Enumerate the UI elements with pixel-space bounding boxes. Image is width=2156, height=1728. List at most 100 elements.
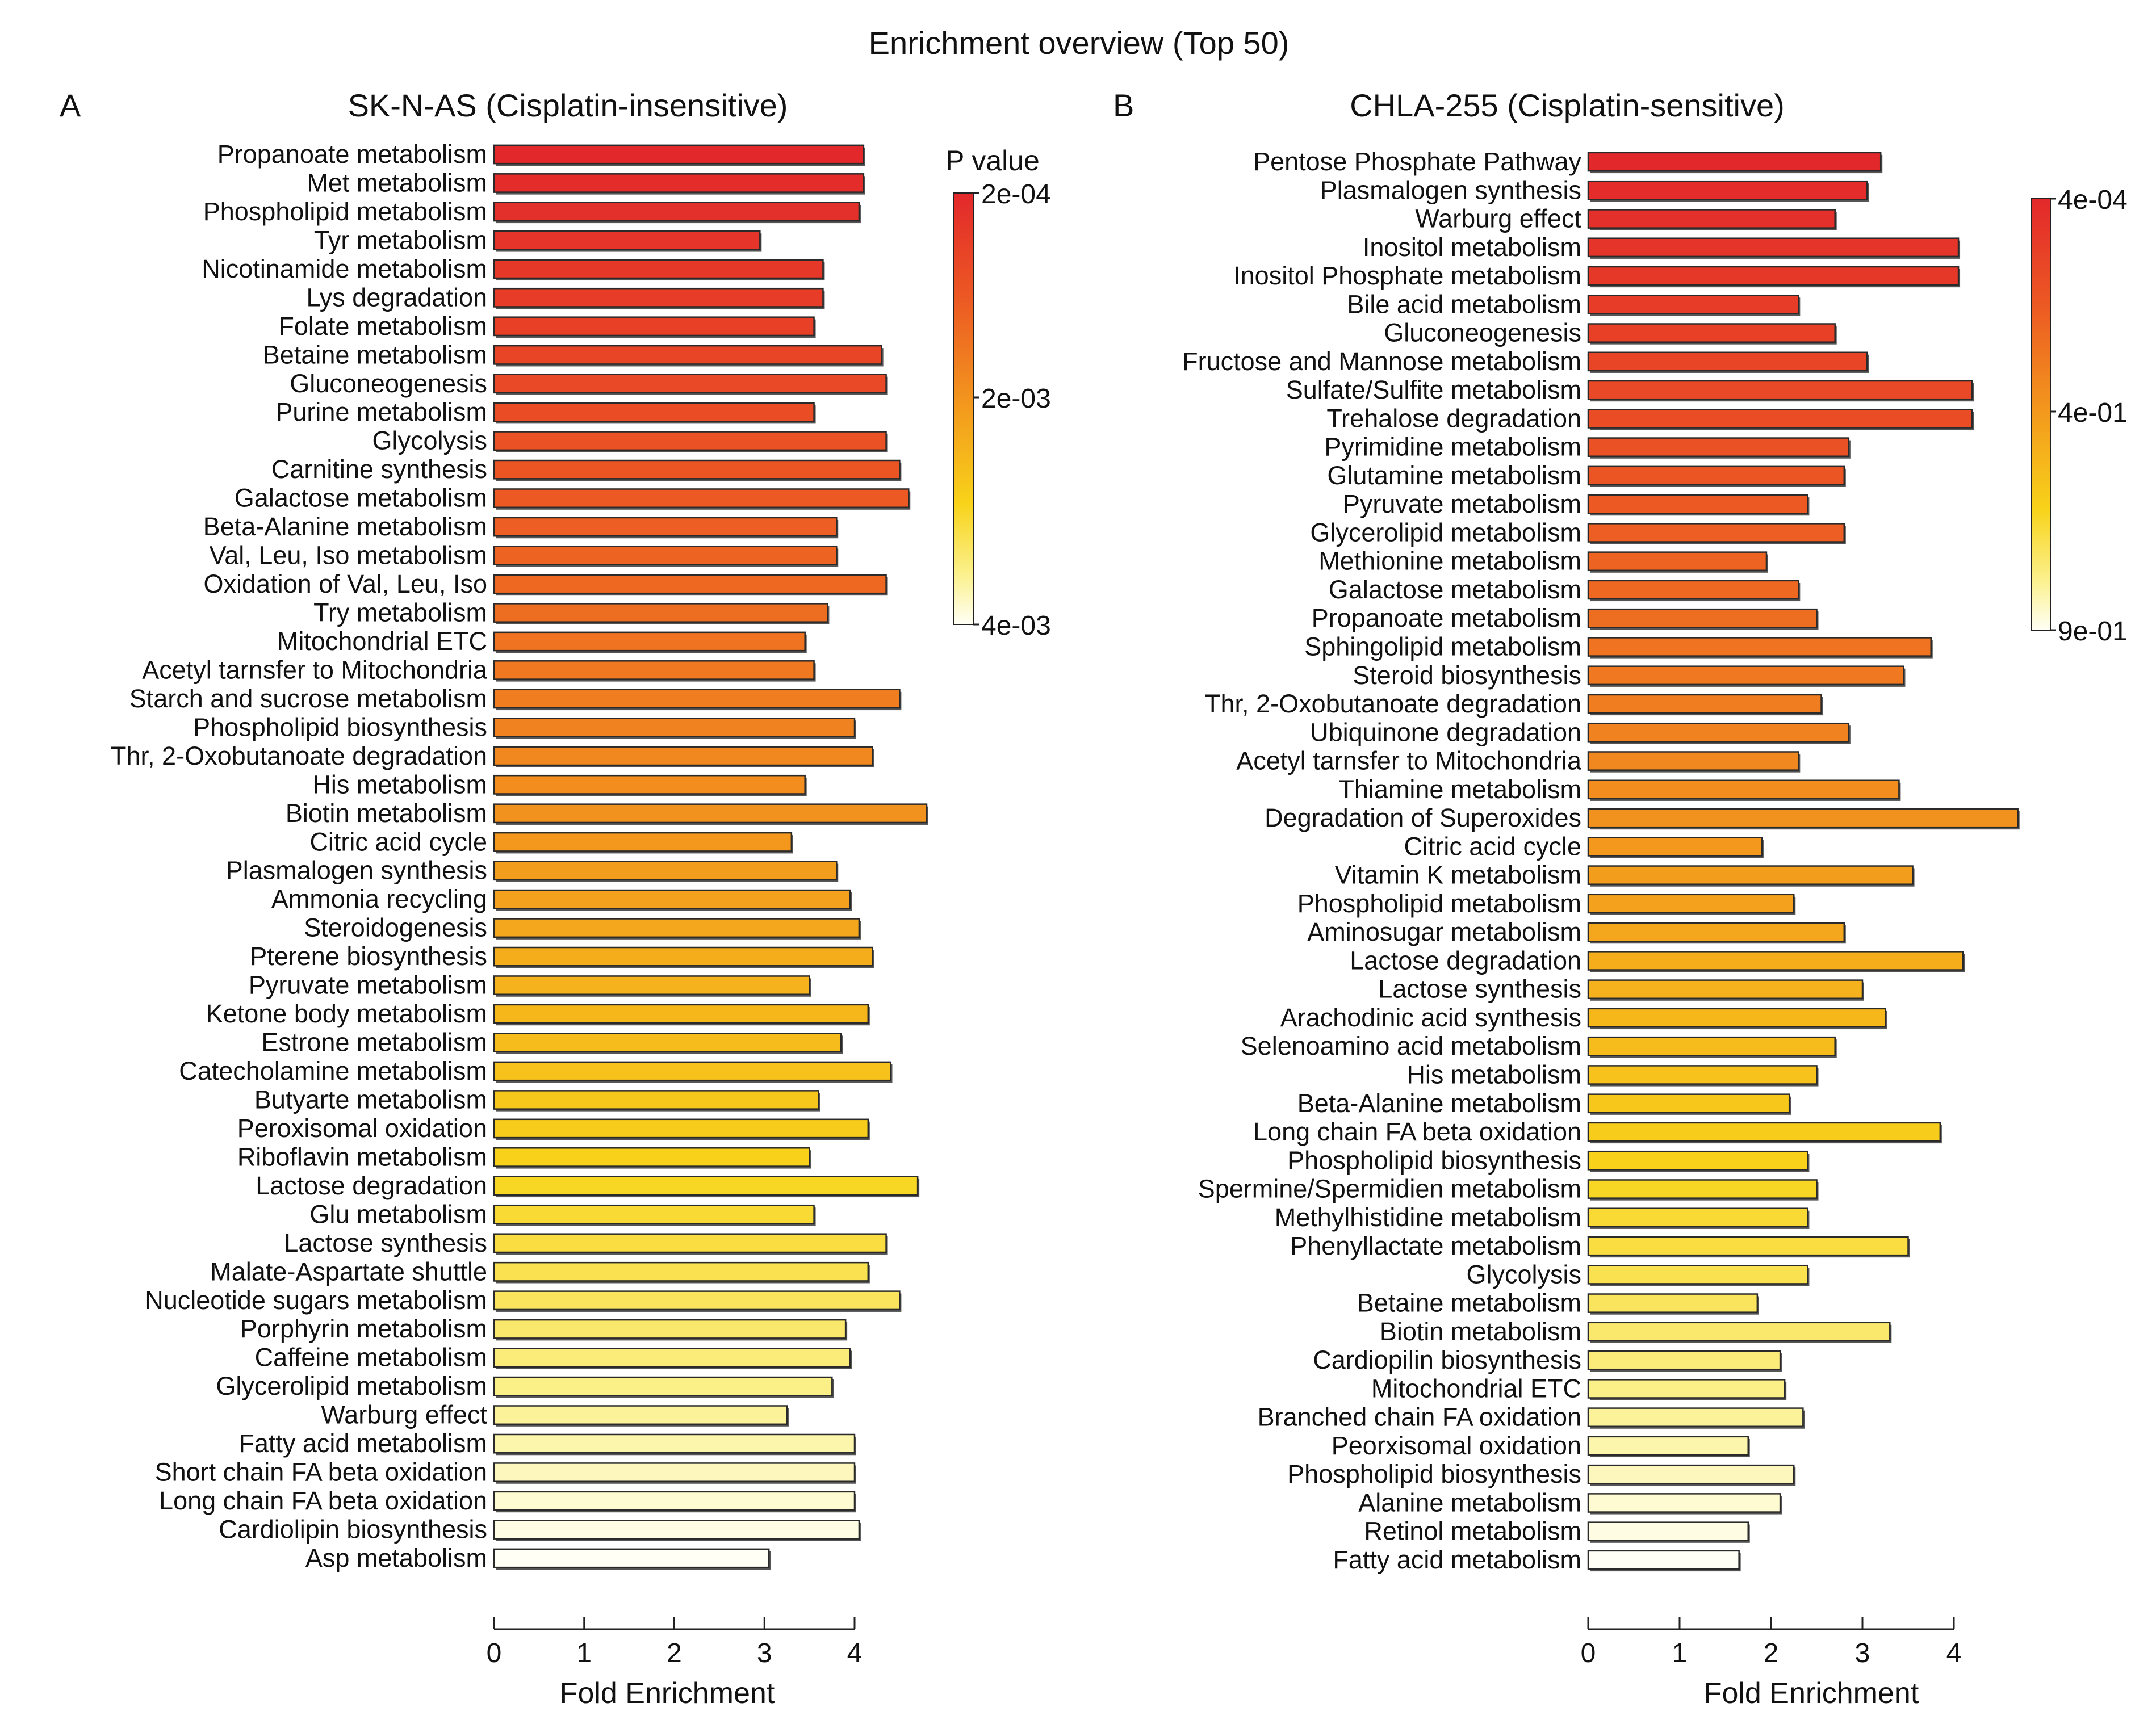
panel-b-letter: B <box>1113 87 1134 123</box>
bar <box>493 1147 810 1167</box>
category-label: Porphyrin metabolism <box>240 1314 487 1343</box>
bar <box>493 202 860 222</box>
bar <box>1587 266 1960 286</box>
category-label: Alanine metabolism <box>1358 1488 1581 1517</box>
category-label: Citric acid cycle <box>309 827 487 856</box>
bar <box>493 144 865 165</box>
category-label: Lactose synthesis <box>284 1228 487 1257</box>
panel-b-title: CHLA-255 (Cisplatin-sensitive) <box>1350 87 1785 123</box>
bar <box>1587 1350 1781 1370</box>
category-label: Inositol Phosphate metabolism <box>1233 261 1581 290</box>
x-tick-label: 3 <box>1855 1638 1870 1668</box>
bar <box>493 689 901 709</box>
bar <box>493 832 793 852</box>
panel-a-pvalue-legend: P value 2e-04 2e-03 4e-03 <box>945 145 1051 641</box>
category-label: Short chain FA beta oxidation <box>155 1458 487 1487</box>
category-label: Warburg effect <box>1415 204 1581 233</box>
category-label: Methylhistidine metabolism <box>1275 1203 1581 1232</box>
category-label: Phenyllactate metabolism <box>1290 1231 1581 1260</box>
bar <box>1587 665 1904 686</box>
bar <box>493 345 882 365</box>
bar <box>1587 894 1795 914</box>
category-label: Steroid biosynthesis <box>1353 661 1581 690</box>
bar <box>493 517 838 537</box>
category-label: Lys degradation <box>306 283 487 312</box>
bar <box>493 1548 770 1568</box>
bar <box>493 803 928 824</box>
category-label: Long chain FA beta oxidation <box>1253 1117 1581 1146</box>
category-label: Ketone body metabolism <box>206 999 487 1028</box>
bar <box>1587 1521 1749 1542</box>
bar <box>493 603 828 623</box>
bar <box>1587 523 1845 543</box>
panel-b-legend-tick-top: 4e-04 <box>2058 185 2128 215</box>
category-label: Tyr metabolism <box>314 225 487 254</box>
category-label: Carnitine synthesis <box>271 455 487 484</box>
category-label: Degradation of Superoxides <box>1265 803 1581 832</box>
x-tick-label: 2 <box>1764 1638 1779 1668</box>
bar <box>1587 465 1845 486</box>
bar <box>493 1433 856 1454</box>
x-tick-label: 1 <box>1672 1638 1688 1668</box>
bar <box>1587 865 1914 885</box>
bar <box>493 374 887 394</box>
bar <box>1587 837 1763 857</box>
category-label: Plasmalogen synthesis <box>226 856 487 885</box>
bar <box>493 774 806 795</box>
category-label: Aminosugar metabolism <box>1307 917 1581 946</box>
category-label: Riboflavin metabolism <box>237 1142 487 1171</box>
category-label: His metabolism <box>312 770 487 799</box>
category-label: Glycerolipid metabolism <box>216 1372 487 1400</box>
bar <box>493 1520 860 1540</box>
panel-b-legend-tick-mid: 4e-01 <box>2058 398 2128 428</box>
panel-a-legend-tick-bottom: 4e-03 <box>981 611 1051 641</box>
panel-b-pvalue-legend: 4e-04 4e-01 9e-01 <box>2031 185 2128 647</box>
category-label: Trehalose degradation <box>1326 404 1581 433</box>
category-label: Branched chain FA oxidation <box>1258 1403 1581 1432</box>
category-label: Caffeine metabolism <box>255 1343 487 1372</box>
panel-a-bars <box>493 144 928 1570</box>
category-label: Cardiolipin biosynthesis <box>219 1515 487 1544</box>
bar <box>1587 1265 1808 1285</box>
bar <box>493 946 873 967</box>
bar <box>1587 608 1818 628</box>
bar <box>493 1004 869 1024</box>
panel-a-legend-tick-top: 2e-04 <box>981 179 1051 209</box>
category-label: Ubiquinone degradation <box>1310 718 1581 746</box>
category-label: Ammonia recycling <box>271 884 487 913</box>
category-label: Cardiopilin biosynthesis <box>1313 1345 1581 1374</box>
category-label: Vitamin K metabolism <box>1335 861 1581 890</box>
panel-a-x-axis-label: Fold Enrichment <box>560 1677 775 1710</box>
category-label: Retinol metabolism <box>1364 1517 1581 1546</box>
x-tick-label: 0 <box>487 1638 502 1668</box>
bar <box>1587 722 1850 743</box>
bar <box>1587 1207 1808 1228</box>
category-label: Acetyl tarnsfer to Mitochondria <box>1236 746 1582 775</box>
category-label: Spermine/Spermidien metabolism <box>1198 1175 1581 1203</box>
category-label: Glycerolipid metabolism <box>1310 518 1581 547</box>
category-label: Gluconeogenesis <box>290 369 487 398</box>
bar <box>493 1462 856 1482</box>
category-label: Lactose degradation <box>256 1171 487 1200</box>
bar <box>1587 694 1822 714</box>
category-label: Acetyl tarnsfer to Mitochondria <box>142 655 488 684</box>
category-label: Thr, 2-Oxobutanoate degradation <box>111 741 487 770</box>
category-label: Beta-Alanine metabolism <box>1297 1089 1581 1118</box>
bar <box>493 230 761 250</box>
category-label: Betaine metabolism <box>1357 1289 1581 1318</box>
bar <box>1587 779 1900 800</box>
category-label: Phospholipid biosynthesis <box>1287 1459 1581 1488</box>
bar <box>1587 209 1836 229</box>
bar <box>1587 580 1799 600</box>
panel-a-x-axis: 0 1 2 3 4 <box>487 1617 863 1668</box>
x-tick-label: 4 <box>847 1638 863 1668</box>
bar <box>1587 1036 1836 1056</box>
bar <box>493 1090 819 1110</box>
category-label: Propanoate metabolism <box>217 140 487 169</box>
bar <box>493 488 910 509</box>
category-label: Met metabolism <box>307 168 487 197</box>
x-tick-label: 3 <box>757 1638 772 1668</box>
category-label: Purine metabolism <box>275 397 487 426</box>
bar <box>1587 1236 1909 1256</box>
